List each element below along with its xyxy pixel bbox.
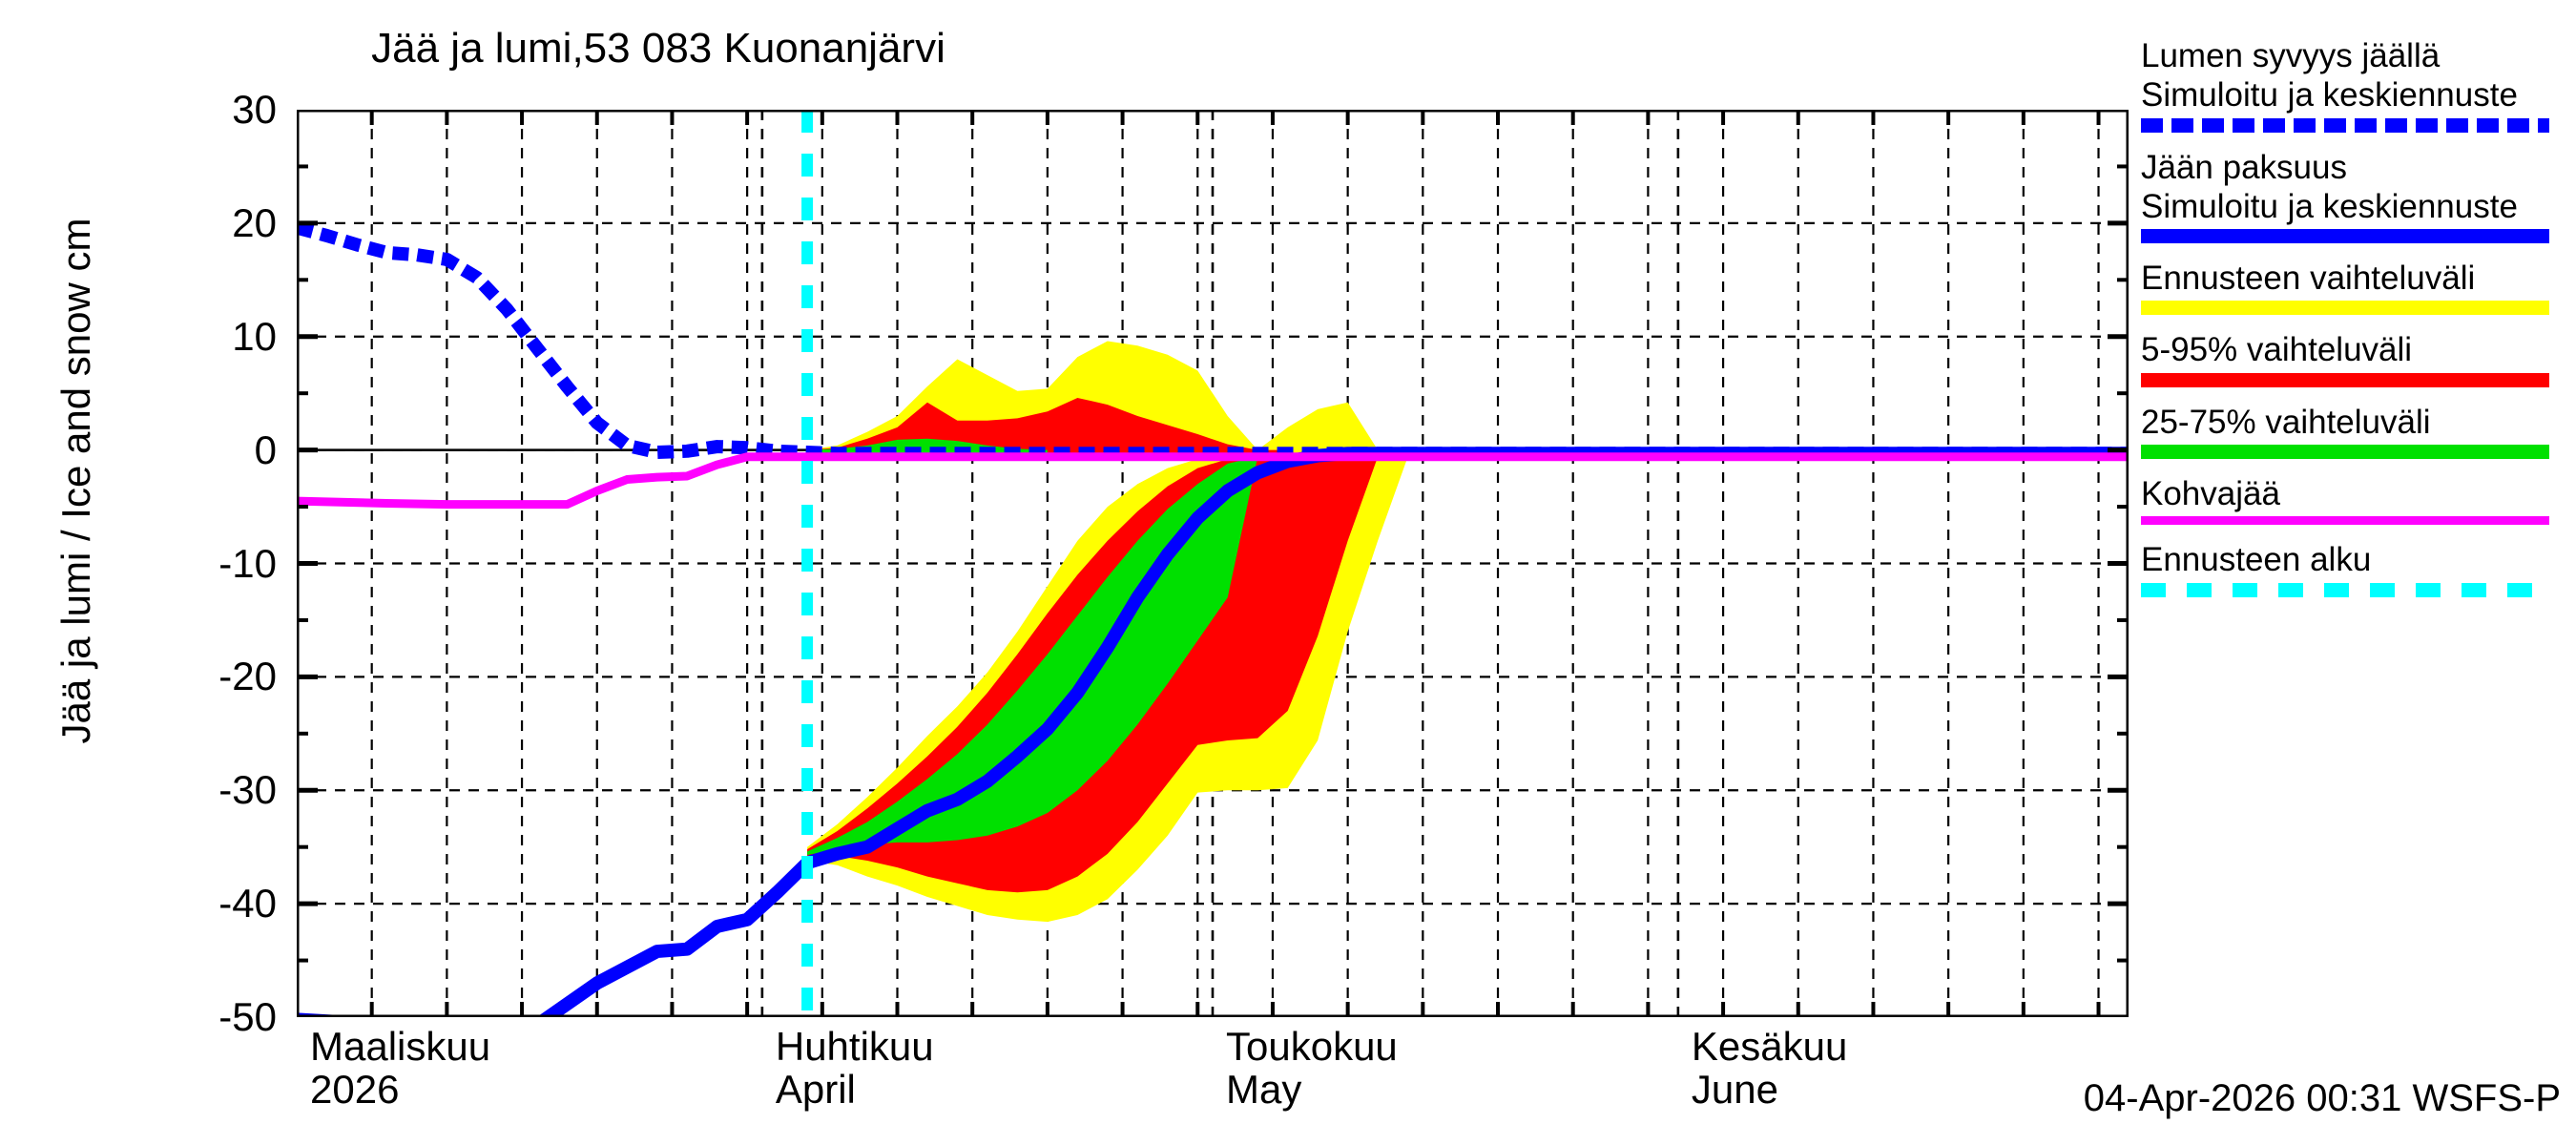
legend-item-title: Ennusteen alku [2141, 541, 2372, 579]
legend-item-swatch [2141, 117, 2549, 133]
x-axis-month-label: Maaliskuu 2026 [310, 1024, 491, 1112]
forecast-band [807, 456, 1258, 856]
legend-item-swatch [2141, 445, 2549, 460]
y-axis-tick-label: 0 [254, 427, 277, 472]
legend-item-title: 5-95% vaihteluväli [2141, 331, 2413, 369]
x-axis-month-label: Kesäkuu June [1691, 1024, 1848, 1112]
x-axis-month-label: Toukokuu May [1226, 1024, 1398, 1112]
legend-item-title: 25-75% vaihteluväli [2141, 403, 2431, 441]
page-title: Jää ja lumi,53 083 Kuonanjärvi [371, 25, 945, 72]
series-line [297, 447, 2129, 1017]
legend-item-title: Jään paksuus [2141, 148, 2347, 186]
legend-item: Ennusteen vaihteluväli [2141, 259, 2576, 316]
x-axis-month-label: Huhtikuu April [775, 1024, 934, 1112]
legend-item-subtitle: Simuloitu ja keskiennuste [2141, 76, 2518, 114]
y-axis-tick-label: -30 [218, 767, 277, 813]
legend-item-title: Ennusteen vaihteluväli [2141, 260, 2476, 298]
plot-area [297, 110, 2129, 1017]
legend-item-swatch [2141, 582, 2549, 597]
footer-timestamp: 04-Apr-2026 00:31 WSFS-P [2083, 1077, 2561, 1119]
legend-item-swatch [2141, 229, 2549, 244]
plot-svg [297, 110, 2129, 1017]
legend-item: Lumen syvyys jäällä Simuloitu ja keskienn… [2141, 36, 2576, 133]
legend-item: Jään paksuus Simuloitu ja keskiennuste [2141, 148, 2576, 244]
y-axis-ticks: 30 20 10 0 -10 -20 -30 -40 -50 [134, 87, 277, 1039]
x-axis-month-label-en: May [1226, 1066, 1302, 1112]
x-axis-labels: Maaliskuu 2026 Huhtikuu April Toukokuu May Kes… [297, 1024, 2129, 1140]
x-axis-month-label-fi: Maaliskuu [310, 1024, 491, 1069]
y-axis-tick-label: -50 [218, 994, 277, 1039]
legend: Lumen syvyys jäällä Simuloitu ja keskienn… [2141, 36, 2576, 613]
x-axis-month-label-fi: Toukokuu [1226, 1024, 1398, 1069]
legend-item-subtitle: Simuloitu ja keskiennuste [2141, 187, 2518, 225]
y-axis-title: Jää ja lumi / Ice and snow cm [53, 218, 98, 744]
axis-ticks [297, 110, 2129, 1017]
legend-item: Ennusteen alku [2141, 540, 2576, 597]
legend-item-title: Lumen syvyys jäällä [2141, 37, 2441, 74]
x-axis-month-label-en: 2026 [310, 1066, 400, 1112]
legend-item: 25-75% vaihteluväli [2141, 403, 2576, 460]
x-axis-month-label-fi: Huhtikuu [775, 1024, 934, 1069]
series-line [297, 452, 2129, 510]
y-axis-tick-label: 30 [232, 87, 277, 132]
y-axis-tick-label: -20 [218, 654, 277, 699]
y-axis-tick-label: 20 [232, 199, 277, 245]
y-axis-tick-label: -40 [218, 881, 277, 926]
legend-item-title: Kohvajää [2141, 475, 2280, 513]
legend-item: 5-95% vaihteluväli [2141, 330, 2576, 387]
legend-item: Kohvajää [2141, 474, 2576, 526]
legend-item-swatch [2141, 516, 2549, 526]
series-line [297, 220, 2129, 461]
y-axis-tick-label: -10 [218, 540, 277, 586]
legend-item-swatch [2141, 372, 2549, 387]
x-axis-month-label-en: April [775, 1066, 856, 1112]
x-axis-month-label-en: June [1691, 1066, 1778, 1112]
legend-item-swatch [2141, 301, 2549, 316]
x-axis-month-label-fi: Kesäkuu [1691, 1024, 1848, 1069]
y-axis-tick-label: 10 [232, 313, 277, 359]
